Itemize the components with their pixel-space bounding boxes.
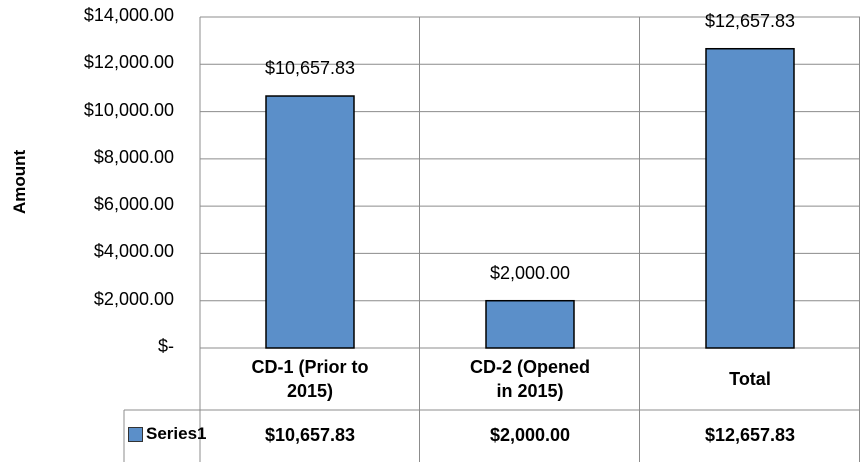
y-axis-label: Amount — [10, 149, 29, 214]
table-value: $2,000.00 — [489, 425, 571, 445]
table-value: $12,657.83 — [704, 425, 796, 445]
bar — [265, 95, 355, 349]
y-tick-label: $4,000.00 — [93, 241, 174, 262]
x-tick-label: Total — [729, 369, 771, 389]
y-tick-label: $- — [157, 336, 174, 356]
y-tick-label: $12,000.00 — [83, 52, 174, 73]
data-label: $10,657.83 — [264, 58, 356, 79]
y-tick-label: $10,000.00 — [83, 99, 174, 120]
legend-entry: Series1 — [128, 424, 207, 444]
x-tick-label: CD-1 (Prior to 2015) — [251, 357, 369, 401]
bar — [705, 47, 795, 349]
data-label: $2,000.00 — [489, 262, 571, 283]
y-tick-label: $14,000.00 — [83, 5, 174, 25]
legend-swatch — [128, 426, 143, 442]
data-label: $12,657.83 — [704, 10, 796, 31]
x-tick-label: CD-2 (Opened in 2015) — [469, 357, 590, 401]
y-tick-label: $2,000.00 — [93, 288, 174, 309]
y-tick-label: $6,000.00 — [93, 194, 174, 215]
bar — [485, 299, 575, 349]
table-value: $10,657.83 — [264, 425, 356, 445]
y-tick-label: $8,000.00 — [93, 146, 174, 167]
legend-label: Series1 — [146, 424, 207, 443]
